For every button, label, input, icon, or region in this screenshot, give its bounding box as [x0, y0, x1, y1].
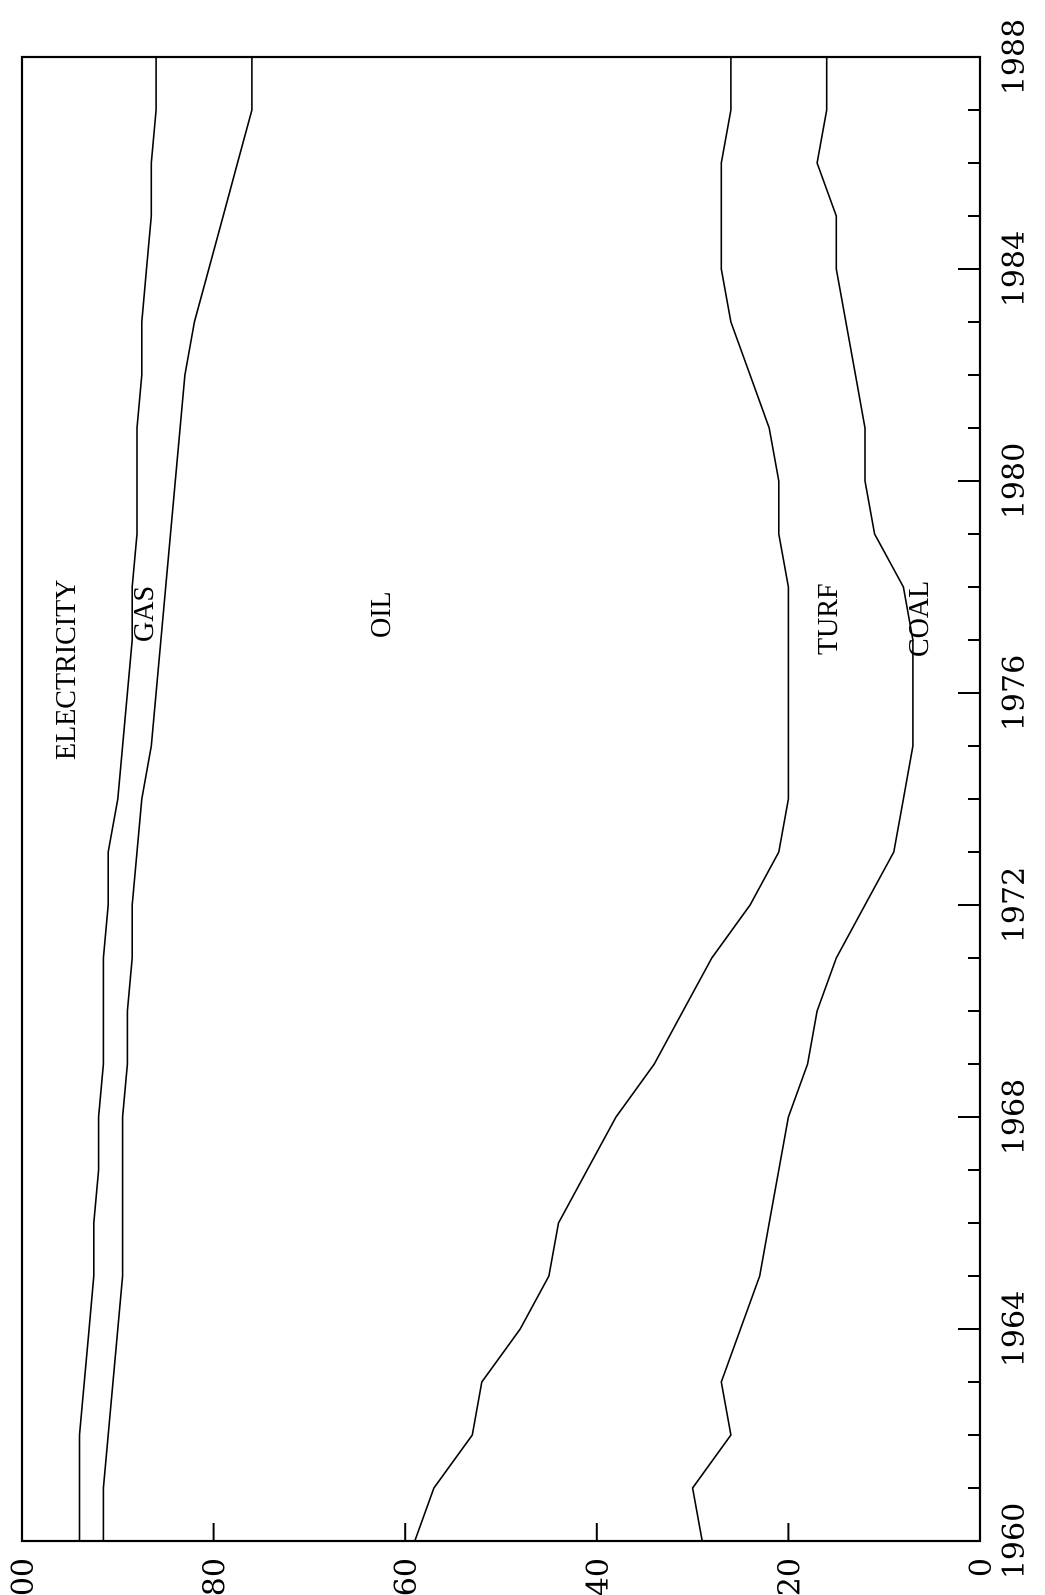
region-label-oil: OIL — [366, 591, 397, 638]
x-tick-label-1964: 1964 — [997, 1291, 1032, 1367]
x-tick-label-1976: 1976 — [997, 655, 1032, 731]
boundary-line-3 — [102, 57, 253, 1541]
y-tick-label-40: 40 — [581, 1558, 616, 1595]
x-tick-label-1984: 1984 — [997, 231, 1032, 307]
x-tick-labels: 1960 1964 1968 1972 1976 1980 1984 1988 — [997, 19, 1032, 1579]
region-label-turf: TURF — [813, 583, 844, 655]
x-tick-label-1960: 1960 — [997, 1503, 1032, 1579]
region-labels: ELECTRICITY GAS OIL TURF COAL — [51, 580, 935, 760]
plot-frame — [20, 55, 982, 1543]
region-label-gas: GAS — [129, 586, 160, 642]
x-tick-label-1972: 1972 — [997, 867, 1032, 943]
y-tick-label-0: 0 — [964, 1558, 999, 1577]
y-tick-label-80: 80 — [198, 1558, 233, 1595]
x-tick-label-1968: 1968 — [997, 1079, 1032, 1155]
y-tick-label-20: 20 — [772, 1558, 807, 1595]
boundary-line-1 — [691, 57, 914, 1542]
region-label-coal: COAL — [904, 581, 935, 657]
x-tick-label-1988: 1988 — [997, 19, 1032, 95]
boundary-line-4 — [78, 57, 157, 1541]
boundary-line-2 — [414, 57, 790, 1542]
y-tick-label-100: 100 — [6, 1558, 41, 1595]
region-label-electricity: ELECTRICITY — [51, 580, 82, 760]
axis-ticks — [21, 56, 981, 1542]
x-tick-label-1980: 1980 — [997, 443, 1032, 519]
y-tick-labels: 0 20 40 60 80 100 — [6, 1558, 999, 1595]
boundary-lines — [78, 57, 914, 1542]
y-tick-label-60: 60 — [389, 1558, 424, 1595]
